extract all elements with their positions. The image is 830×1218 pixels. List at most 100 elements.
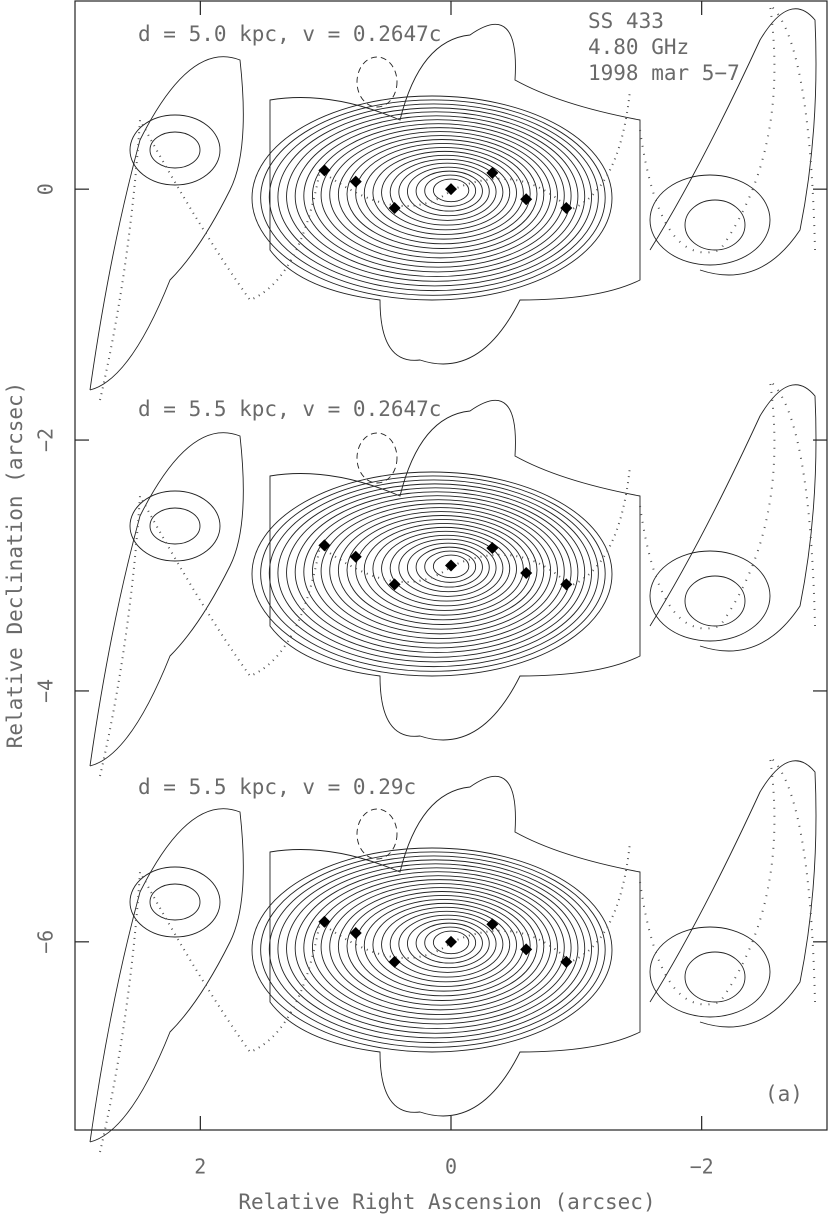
contour [356,808,398,860]
ridge-point [445,935,457,948]
annotation: SS 433 [588,9,664,33]
contour [337,135,545,254]
contour [286,487,586,658]
contour [149,507,201,545]
contour [346,515,538,625]
contour [251,95,613,301]
ridge-point [486,918,499,931]
contour [89,56,244,391]
contour [432,554,470,579]
contour [329,131,552,259]
annotation: 4.80 GHz [588,35,689,59]
contour [268,479,599,668]
contour [312,875,565,1020]
ridge-point [445,183,457,196]
annotation: (a) [765,1082,803,1106]
ridge-point [520,193,533,206]
contour [424,174,477,207]
x-tick-label: −2 [690,1155,714,1179]
y-tick-label: −6 [34,930,58,954]
contour [381,154,511,231]
contour [251,471,613,677]
ridge-point [349,927,362,940]
ridge-point [349,550,362,563]
contour [303,871,572,1025]
contour [381,530,511,607]
contour [129,490,221,562]
contour [286,863,586,1034]
x-axis-label: Relative Right Ascension (arcsec) [238,1190,655,1214]
annotation: d = 5.5 kpc, v = 0.2647c [138,397,441,421]
contour [649,8,817,276]
ridge-point [520,943,533,956]
contour [381,906,511,983]
contour [149,883,201,921]
contour [277,483,592,663]
contour [320,503,558,639]
contour [346,891,538,1001]
contour [277,859,592,1039]
contour [372,902,517,987]
ridge-point [560,955,573,968]
contour [398,914,497,973]
contour [398,538,497,597]
contour [432,930,470,955]
contour [312,499,565,644]
contour [415,546,483,588]
contour [286,111,586,282]
contour [432,178,470,203]
contour [372,526,517,611]
contour [149,131,201,169]
contour [389,158,504,226]
contour [337,511,545,630]
contour [269,776,641,1117]
contour [303,119,572,273]
contour [320,879,558,1015]
contour [329,883,552,1011]
contour [407,918,490,969]
contour [294,867,579,1030]
contour [684,575,746,627]
annotation: d = 5.0 kpc, v = 0.2647c [138,22,441,46]
contour [269,400,641,741]
contour [684,199,746,251]
contour [355,519,531,621]
contour [355,143,531,245]
contour [649,550,771,642]
ridge-point [318,164,331,177]
ridge-point [520,567,533,580]
contour [424,550,477,583]
contour [329,507,552,635]
contour [260,851,606,1048]
contour [303,495,572,649]
contour [269,24,641,365]
contour [649,926,771,1018]
ridge-point [445,559,457,572]
y-axis-label: Relative Declination (arcsec) [3,382,27,749]
contour [407,166,490,217]
contour [268,855,599,1044]
contour [415,922,483,964]
ridge-point [486,166,499,179]
contour [260,99,606,296]
contour [129,866,221,938]
model-trace [639,754,816,1006]
contour [372,150,517,235]
y-tick-label: −2 [34,428,58,452]
contour [389,534,504,602]
contour [337,887,545,1006]
contour [320,127,558,263]
contour [684,951,746,1003]
contour [415,170,483,212]
annotation: 1998 mar 5−7 [588,61,740,85]
contour [277,107,592,287]
contour [355,895,531,997]
contour [251,847,613,1053]
ridge-point [560,201,573,214]
contour [260,475,606,672]
contour [649,760,817,1028]
ridge-point [388,955,401,968]
y-tick-label: −4 [34,679,58,703]
contour-map [89,2,817,1153]
